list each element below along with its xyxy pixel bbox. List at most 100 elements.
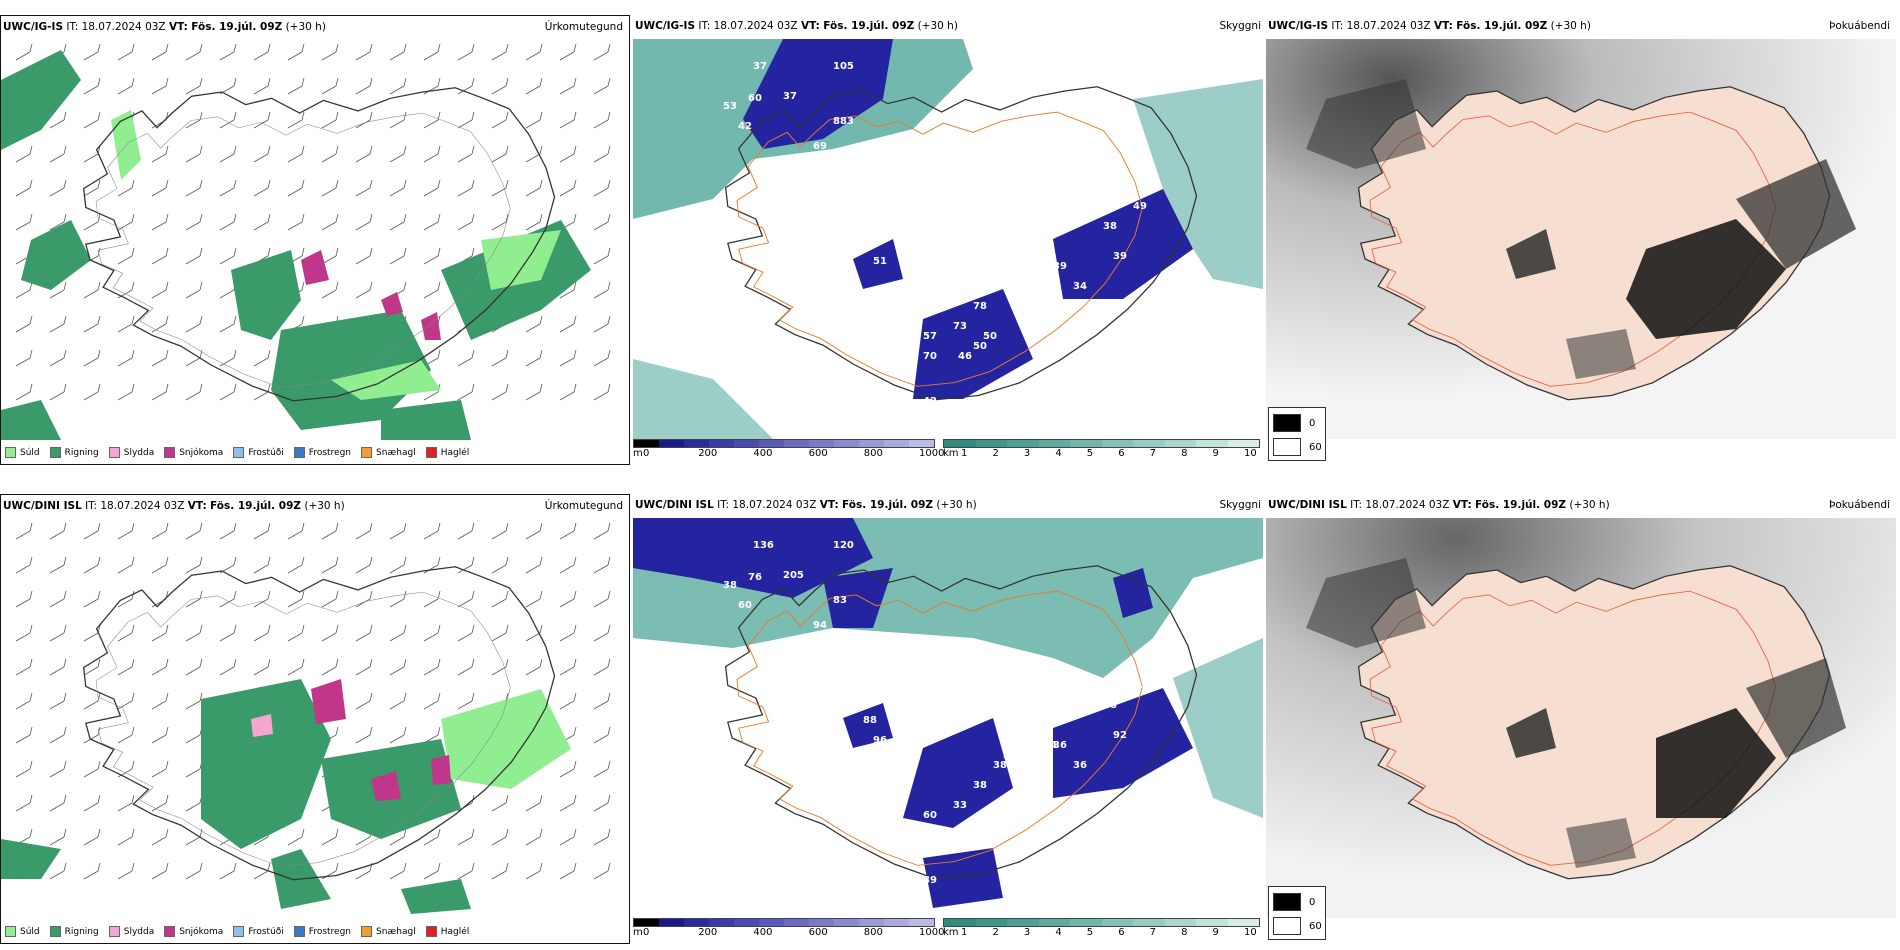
wind-barb [15,530,31,540]
wind-barb-flag [607,556,611,566]
wind-barb-flag [63,213,67,223]
visibility-map[interactable]: 136 120 205 38 76 60 83 94 98 88 96 121 46 48 41 92 36 36… [633,518,1263,918]
wind-barb [117,255,133,265]
wind-barb [593,632,609,642]
legend-item: Frostregn [293,926,351,937]
wind-barb [151,734,167,744]
it-label: IT: [1350,499,1363,511]
colorbar-tick: 0 [643,927,650,938]
precip-map[interactable] [1,40,629,440]
visibility-value: 34 [1073,281,1087,292]
wind-barb [219,598,235,608]
wind-barb [355,187,371,197]
wind-barb-flag [539,828,543,838]
visibility-value: 88 [863,715,877,726]
wind-barb [423,700,439,710]
wind-barb-flag [97,77,101,87]
wind-barb-flag [403,590,407,600]
precip-map[interactable] [1,519,629,919]
precip-panel-row1: UWC/IG-IS IT: 18.07.2024 03Z VT: Fös. 19… [0,15,630,465]
valid-time: Fös. 19.júl. 09Z [191,21,283,33]
colorbar-cell [1007,440,1039,447]
wind-barb [49,802,65,812]
wind-barb [117,802,133,812]
wind-barb-flag [403,522,407,532]
wind-barb-flag [131,828,135,838]
wind-barb [151,391,167,401]
wind-barb-flag [505,111,509,121]
wind-barb [49,187,65,197]
wind-barb [83,221,99,231]
legend-swatch [5,926,16,937]
wind-barb-flag [63,349,67,359]
wind-barb-flag [63,760,67,770]
wind-barb-flag [505,794,509,804]
precip-field [1,679,571,914]
wind-barb-flag [369,111,373,121]
wind-barb [423,85,439,95]
wind-barb [389,632,405,642]
wind-barb-flag [233,213,237,223]
wind-barb [83,802,99,812]
wind-barb [117,768,133,778]
wind-barb [151,153,167,163]
colorbar-cell [659,919,684,926]
wind-barb [151,289,167,299]
fog-map[interactable] [1266,518,1896,918]
fog-map[interactable] [1266,39,1896,439]
wind-barb [321,632,337,642]
model-name: UWC/DINI ISL [3,500,82,512]
wind-barb-flag [437,556,441,566]
init-time: 18.07.2024 03Z [81,21,166,33]
wind-barb-flag [369,145,373,155]
wind-barb-flag [607,828,611,838]
wind-barb [83,632,99,642]
wind-barb-flag [199,658,203,668]
panel-title: Úrkomutegund [544,21,623,33]
wind-barb-flag [97,315,101,325]
wind-barb-flag [131,726,135,736]
colorbar-cell [1007,919,1039,926]
wind-barb-flag [63,315,67,325]
visibility-value: 50 [973,341,987,352]
wind-barb-flag [233,315,237,325]
wind-barb [457,357,473,367]
wind-barb-flag [471,692,475,702]
wind-barb [151,221,167,231]
wind-barb-flag [335,43,339,53]
colorbar-tick: 9 [1212,448,1219,459]
colorbar-cell [734,919,759,926]
wind-barb [321,289,337,299]
wind-barb [151,768,167,778]
panel-title: Þokuábendi [1829,499,1890,511]
wind-barb-flag [539,43,543,53]
panel-title: Skyggni [1219,499,1262,511]
colorbar-cell [975,440,1007,447]
visibility-colorbar-ticks: km 1 2 3 4 5 6 7 8 9 10 [943,927,1258,939]
wind-barb [83,187,99,197]
visibility-map[interactable]: 37 105 37 53 60 42 883 69 15 58 51 15 34 38 49 39 39 34 77… [633,39,1263,439]
wind-barb [185,530,201,540]
wind-barb [287,598,303,608]
visibility-value: 22 [893,870,907,881]
wind-barb [457,391,473,401]
wind-barb-flag [97,590,101,600]
colorbar-cell [659,440,684,447]
wind-barb [593,51,609,61]
wind-barb-flag [165,692,169,702]
wind-barb [83,323,99,333]
wind-barb-flag [301,179,305,189]
wind-barb-flag [607,315,611,325]
wind-barb-flag [573,145,577,155]
fog-legend: 0 60 [1268,407,1326,461]
visibility-value: 883 [833,116,854,127]
wind-barb-flag [165,349,169,359]
wind-barb [253,51,269,61]
wind-barb-flag [403,828,407,838]
wind-barb-flag [165,862,169,872]
visibility-colorbar: km 1 2 3 4 5 6 7 8 9 10 [943,918,1260,940]
wind-barb-flag [403,43,407,53]
wind-barb-flag [233,145,237,155]
wind-barb [389,153,405,163]
vt-label: VT: [187,500,207,512]
